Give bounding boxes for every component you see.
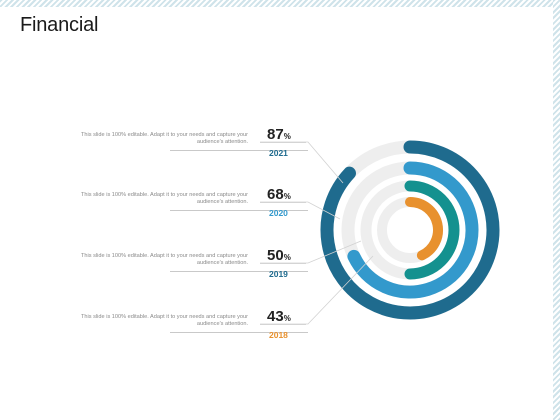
percent-value: 50% bbox=[267, 247, 291, 264]
percent-number: 87 bbox=[267, 126, 284, 143]
year-label: 2019 bbox=[269, 269, 288, 279]
description-text: This slide is 100% editable. Adapt it to… bbox=[81, 253, 248, 267]
description-text: This slide is 100% editable. Adapt it to… bbox=[81, 314, 248, 328]
description-underline bbox=[170, 150, 308, 151]
ring-arc-2019 bbox=[404, 180, 460, 280]
year-divider bbox=[260, 324, 306, 325]
percent-unit: % bbox=[283, 192, 291, 201]
legend-row-2018: This slide is 100% editable. Adapt it to… bbox=[60, 308, 322, 358]
year-label: 2020 bbox=[269, 208, 288, 218]
description-underline bbox=[170, 210, 308, 211]
year-divider bbox=[260, 263, 306, 264]
percent-number: 50 bbox=[267, 247, 284, 264]
description-text: This slide is 100% editable. Adapt it to… bbox=[81, 192, 248, 206]
legend-row-2021: This slide is 100% editable. Adapt it to… bbox=[60, 126, 322, 176]
percent-value: 87% bbox=[267, 126, 291, 143]
percent-unit: % bbox=[283, 253, 291, 262]
top-decorative-band bbox=[0, 0, 560, 7]
legend-row-2020: This slide is 100% editable. Adapt it to… bbox=[60, 186, 322, 236]
percent-unit: % bbox=[283, 132, 291, 141]
percent-value: 43% bbox=[267, 308, 291, 325]
year-label: 2021 bbox=[269, 148, 288, 158]
ring-arc-2018 bbox=[405, 197, 443, 261]
percent-number: 43 bbox=[267, 308, 284, 325]
description-underline bbox=[170, 271, 308, 272]
percent-number: 68 bbox=[267, 186, 284, 203]
page-title: Financial bbox=[20, 14, 99, 36]
year-label: 2018 bbox=[269, 330, 288, 340]
legend-row-2019: This slide is 100% editable. Adapt it to… bbox=[60, 247, 322, 297]
ring-arc-2020 bbox=[347, 161, 479, 299]
description-text: This slide is 100% editable. Adapt it to… bbox=[81, 132, 248, 146]
percent-value: 68% bbox=[267, 186, 291, 203]
year-divider bbox=[260, 202, 306, 203]
description-underline bbox=[170, 332, 308, 333]
year-divider bbox=[260, 142, 306, 143]
ring-arc-2021 bbox=[320, 140, 500, 320]
right-decorative-band bbox=[553, 0, 560, 420]
percent-unit: % bbox=[283, 314, 291, 323]
